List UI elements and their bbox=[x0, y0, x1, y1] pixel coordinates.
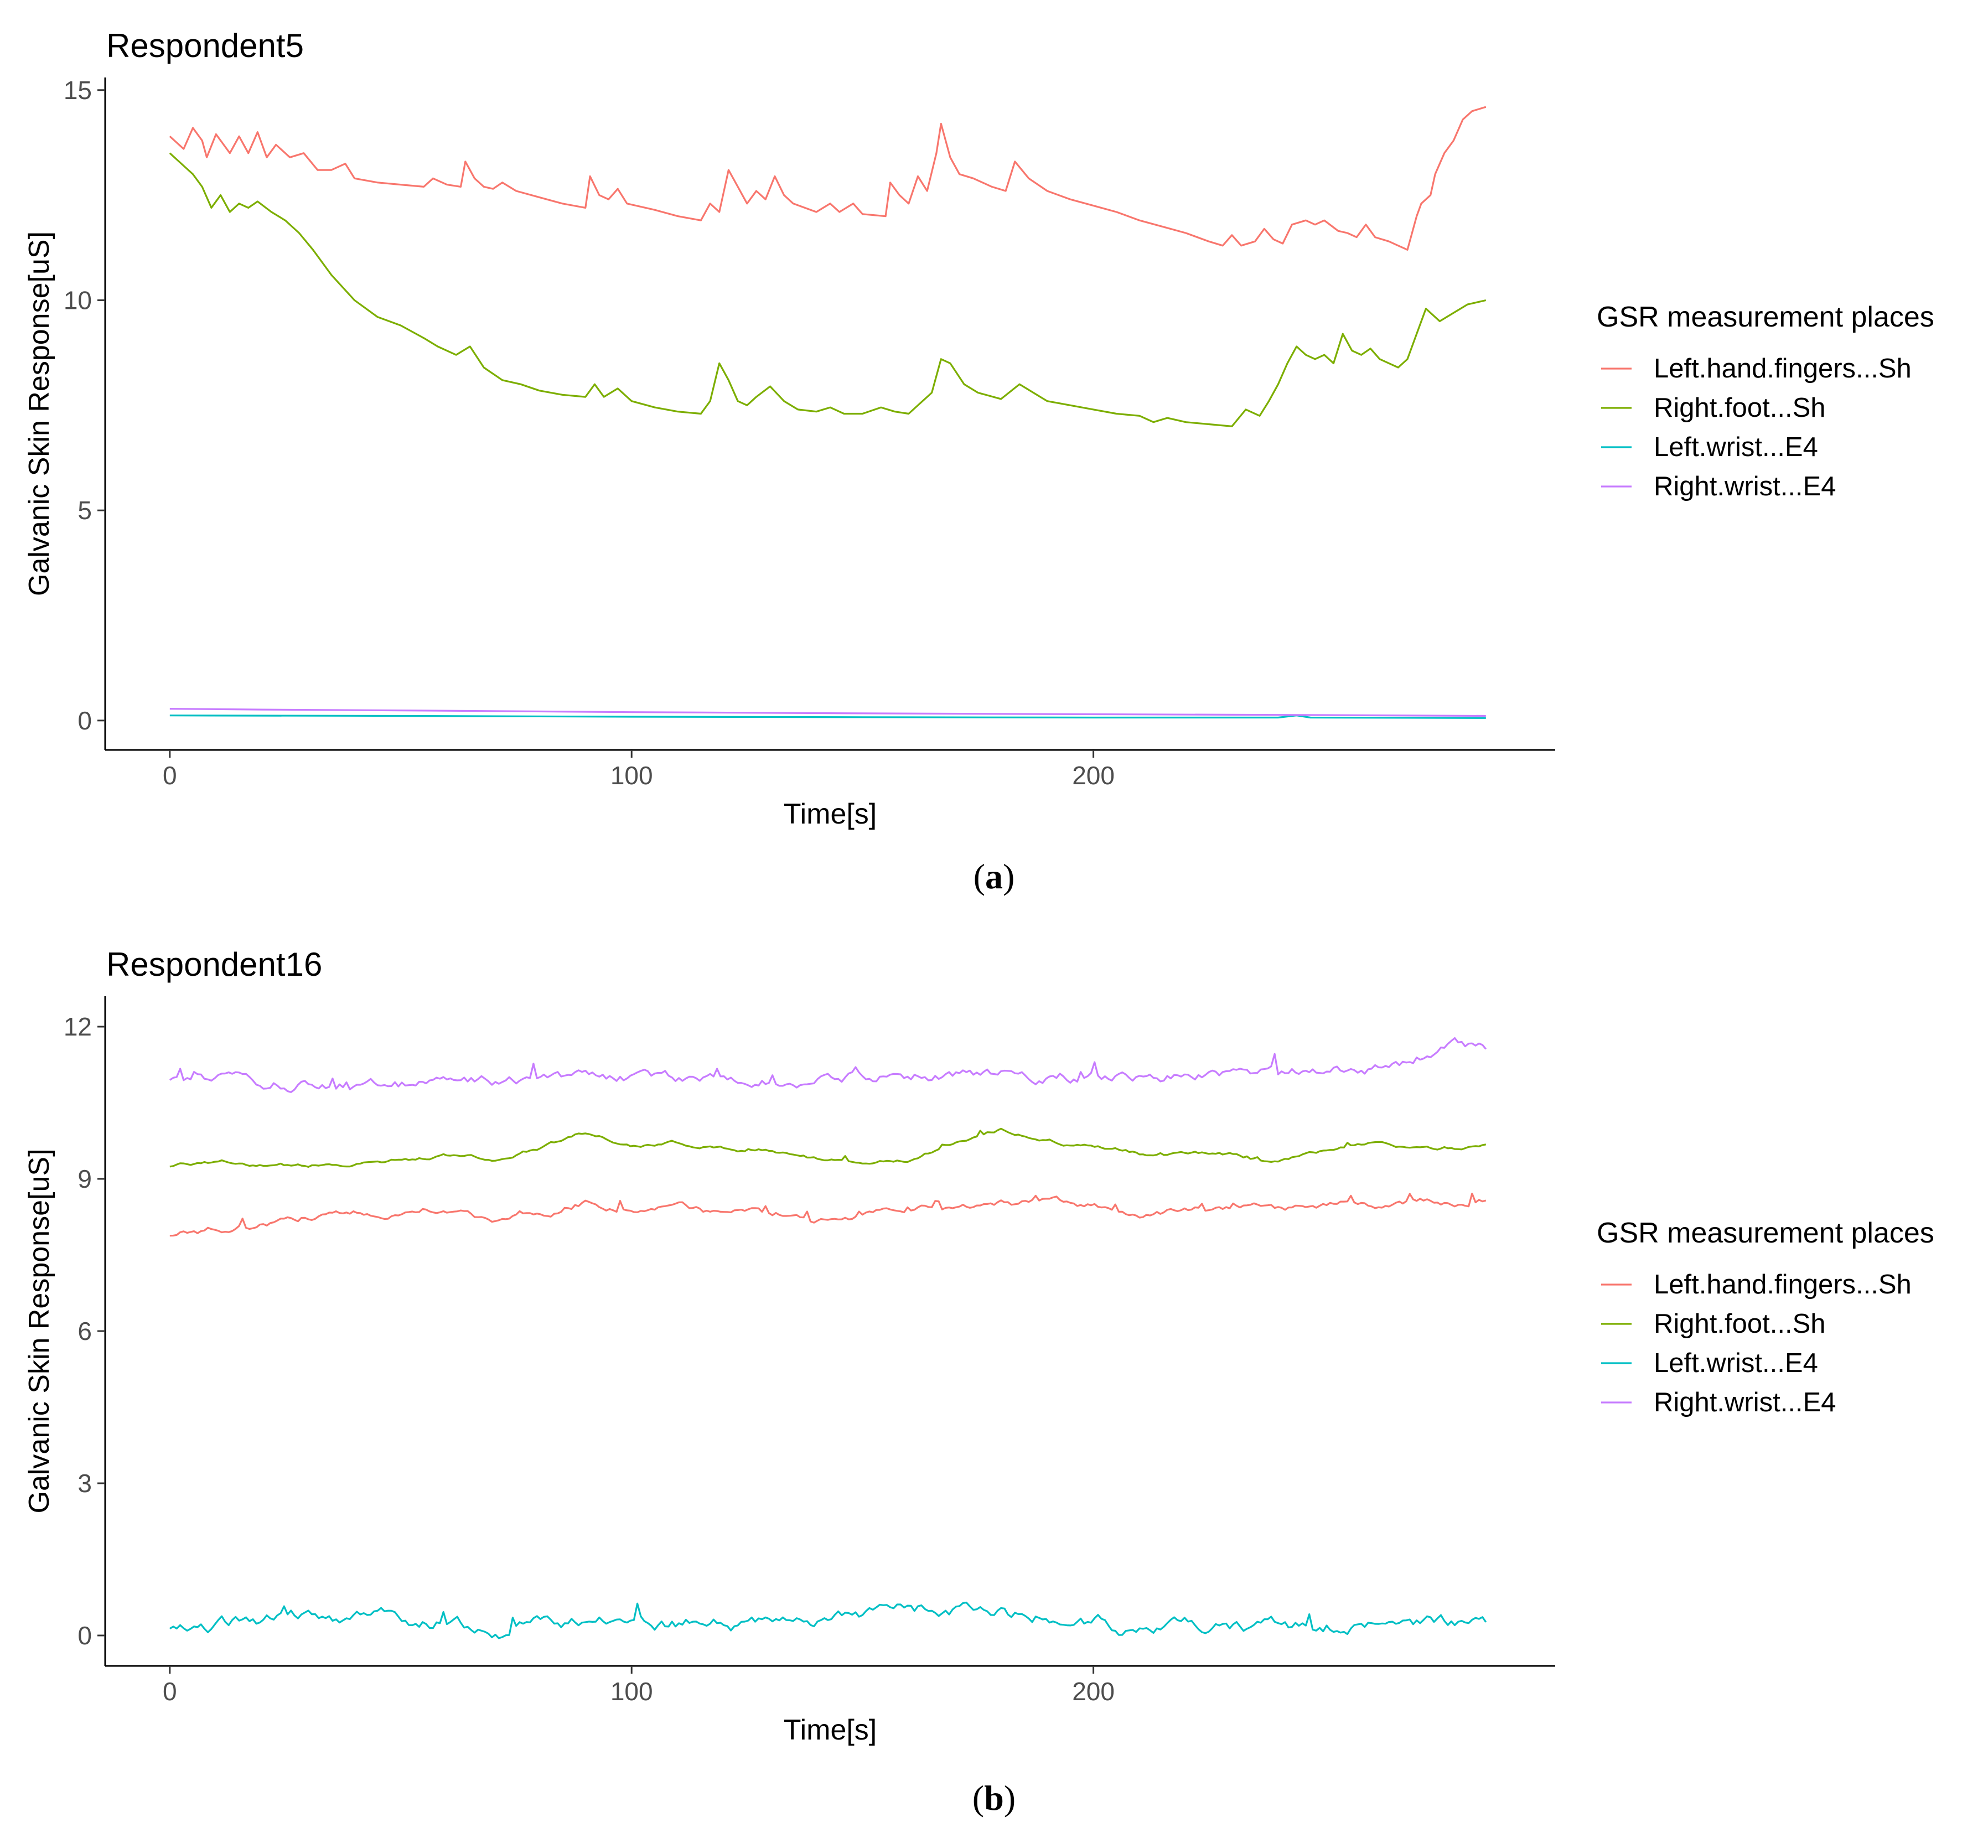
series-line-left-wrist-e4 bbox=[169, 715, 1486, 719]
series-line-right-wrist-e4 bbox=[169, 1037, 1487, 1093]
y-tick-label: 5 bbox=[77, 496, 92, 525]
x-tick-label: 200 bbox=[1072, 1677, 1115, 1706]
y-tick-label: 6 bbox=[77, 1317, 92, 1345]
x-tick-label: 0 bbox=[163, 761, 177, 790]
legend-label: Right.foot...Sh bbox=[1654, 1309, 1826, 1339]
series-line-right-foot-sh bbox=[169, 152, 1487, 427]
panel-caption-letter: b bbox=[984, 1778, 1004, 1818]
y-axis-title: Galvanic Skin Response[uS] bbox=[23, 1148, 55, 1513]
series-line-left-wrist-e4 bbox=[169, 1601, 1487, 1639]
x-tick-label: 200 bbox=[1072, 761, 1115, 790]
y-axis-title: Galvanic Skin Response[uS] bbox=[23, 231, 55, 596]
x-tick-label: 100 bbox=[610, 761, 653, 790]
series-lines bbox=[169, 106, 1487, 719]
series-lines bbox=[169, 1037, 1487, 1639]
y-tick-label: 15 bbox=[64, 76, 92, 105]
y-tick-label: 12 bbox=[64, 1012, 92, 1041]
x-tick-label: 0 bbox=[163, 1677, 177, 1706]
legend-label: Left.wrist...E4 bbox=[1654, 1348, 1818, 1378]
panel-caption: (b) bbox=[972, 1778, 1016, 1818]
legend-label: Left.wrist...E4 bbox=[1654, 432, 1818, 462]
y-tick-label: 3 bbox=[77, 1469, 92, 1498]
x-axis-title: Time[s] bbox=[784, 1714, 877, 1746]
panel-title: Respondent16 bbox=[106, 946, 322, 983]
y-tick-label: 0 bbox=[77, 1621, 92, 1650]
series-line-left-hand-fingers-sh bbox=[169, 106, 1487, 251]
panel-title: Respondent5 bbox=[106, 27, 304, 64]
legend-label: Right.foot...Sh bbox=[1654, 393, 1826, 423]
chart-panel-b: Respondent16 0 3 6 9 12 0 100 200 Time[s] Galvanic… bbox=[23, 946, 1934, 1818]
legend: GSR measurement places Left.hand.fingers.… bbox=[1597, 301, 1934, 501]
x-tick-label: 100 bbox=[610, 1677, 653, 1706]
series-line-right-wrist-e4 bbox=[169, 708, 1486, 717]
legend-label: Left.hand.fingers...Sh bbox=[1654, 354, 1912, 384]
panel-caption: (a) bbox=[974, 857, 1015, 896]
series-line-left-hand-fingers-sh bbox=[169, 1192, 1487, 1237]
chart-panel-a: Respondent5 0 5 10 15 0 100 200 Time[s] Galvanic … bbox=[23, 27, 1934, 896]
y-tick-label: 0 bbox=[77, 706, 92, 735]
y-tick-label: 10 bbox=[64, 286, 92, 314]
x-axis-title: Time[s] bbox=[784, 798, 877, 830]
legend-label: Right.wrist...E4 bbox=[1654, 472, 1836, 501]
legend-title: GSR measurement places bbox=[1597, 1217, 1934, 1249]
legend-label: Right.wrist...E4 bbox=[1654, 1388, 1836, 1417]
y-tick-label: 9 bbox=[77, 1164, 92, 1193]
series-line-right-foot-sh bbox=[169, 1127, 1487, 1168]
legend: GSR measurement places Left.hand.fingers.… bbox=[1597, 1217, 1934, 1417]
panel-caption-letter: a bbox=[985, 857, 1003, 896]
legend-label: Left.hand.fingers...Sh bbox=[1654, 1270, 1912, 1300]
legend-title: GSR measurement places bbox=[1597, 301, 1934, 333]
